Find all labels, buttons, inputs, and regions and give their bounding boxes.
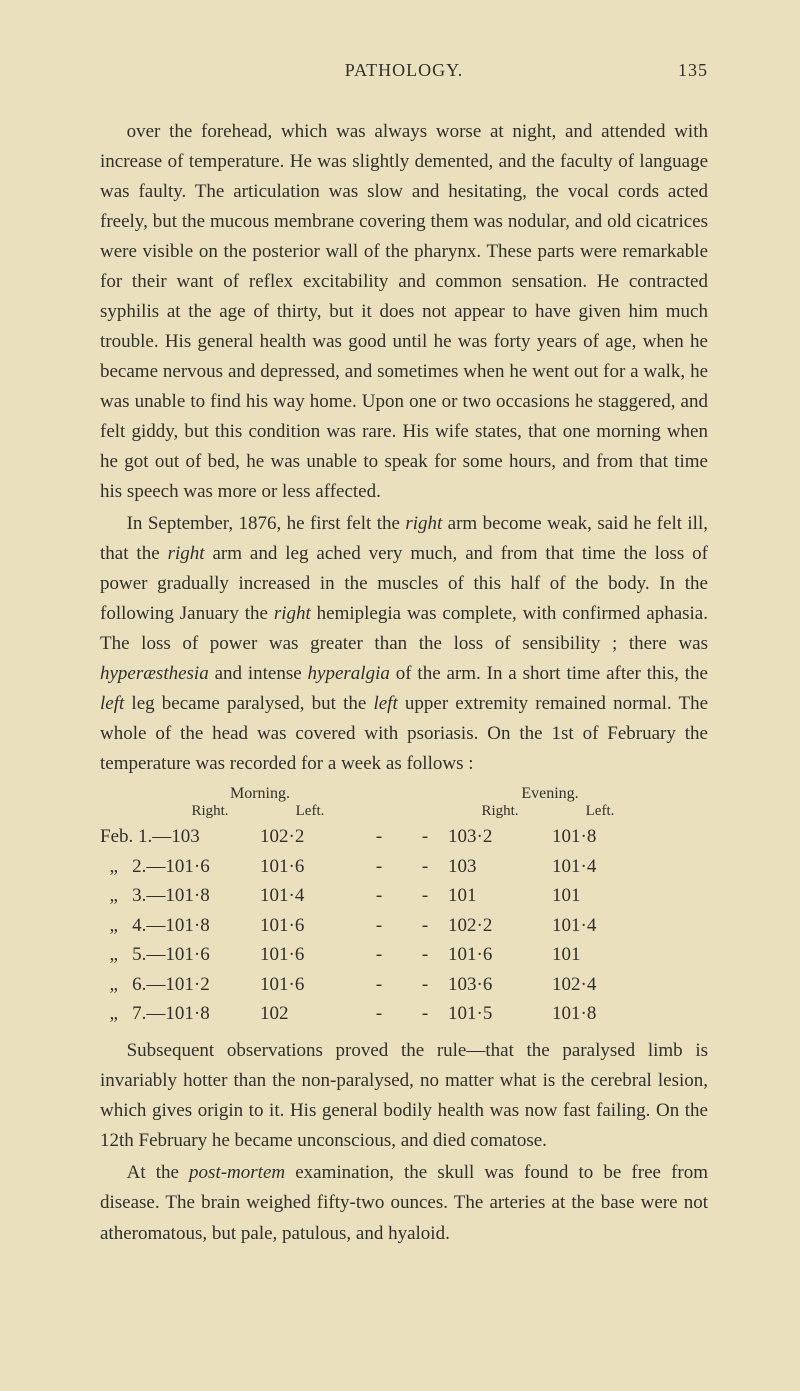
sub-gap xyxy=(360,803,450,820)
p2-seg-i: and intense xyxy=(209,663,308,684)
row-dash: - xyxy=(356,822,402,851)
row-dash: - xyxy=(356,970,402,999)
p2-italic-hyperalgia: hyperalgia xyxy=(308,663,390,684)
row-dash: - xyxy=(402,911,448,940)
row-m-left: 101·6 xyxy=(260,852,356,881)
row-dash: - xyxy=(402,852,448,881)
row-e-right: 103 xyxy=(448,852,552,881)
row-e-left: 101·4 xyxy=(552,911,642,940)
p4-italic-postmortem: post-mortem xyxy=(189,1162,285,1183)
paragraph-3: Subsequent observations proved the rule—… xyxy=(100,1036,708,1156)
paragraph-2: In September, 1876, he first felt the ri… xyxy=(100,509,708,779)
row-e-right: 102·2 xyxy=(448,911,552,940)
row-label: „ 3.—101·8 xyxy=(100,881,260,910)
p2-italic-left-2: left xyxy=(373,693,397,714)
p2-seg-k: of the arm. In a short time after this, … xyxy=(390,663,708,684)
page-number: 135 xyxy=(658,60,708,81)
paragraph-4: At the post-mortem examination, the skul… xyxy=(100,1158,708,1248)
row-e-right: 103·2 xyxy=(448,822,552,851)
sub-morning-left: Left. xyxy=(260,803,360,820)
row-label: „ 7.—101·8 xyxy=(100,999,260,1028)
row-e-left: 101 xyxy=(552,940,642,969)
row-label: „ 6.—101·2 xyxy=(100,970,260,999)
table-row: Feb. 1.—103 102·2 - - 103·2 101·8 xyxy=(100,822,708,851)
paragraph-1: over the forehead, which was always wors… xyxy=(100,117,708,507)
p4-seg-a: At the xyxy=(127,1162,189,1183)
row-dash: - xyxy=(402,881,448,910)
header-spacer xyxy=(100,60,150,81)
p2-italic-hyperaesthesia: hyperæsthesia xyxy=(100,663,209,684)
header-title: PATHOLOGY. xyxy=(150,60,658,81)
row-dash: - xyxy=(402,999,448,1028)
row-dash: - xyxy=(356,852,402,881)
table-sub-header: Right. Left. Right. Left. xyxy=(160,803,708,820)
p2-italic-left-1: left xyxy=(100,693,124,714)
row-label: „ 4.—101·8 xyxy=(100,911,260,940)
group-morning: Morning. xyxy=(160,785,360,803)
row-e-left: 101·8 xyxy=(552,822,642,851)
row-m-left: 101·6 xyxy=(260,940,356,969)
table-row: „ 2.—101·6 101·6 - - 103 101·4 xyxy=(100,852,708,881)
table-row: „ 4.—101·8 101·6 - - 102·2 101·4 xyxy=(100,911,708,940)
group-gap xyxy=(360,785,450,803)
row-dash: - xyxy=(402,822,448,851)
row-e-left: 101·8 xyxy=(552,999,642,1028)
page: PATHOLOGY. 135 over the forehead, which … xyxy=(0,0,800,1391)
p2-italic-right-3: right xyxy=(274,603,311,624)
row-dash: - xyxy=(402,940,448,969)
row-label: „ 2.—101·6 xyxy=(100,852,260,881)
table-group-header: Morning. Evening. xyxy=(160,785,708,803)
row-e-left: 101·4 xyxy=(552,852,642,881)
p2-seg-m: leg became paralysed, but the xyxy=(124,693,373,714)
table-row: „ 7.—101·8 102 - - 101·5 101·8 xyxy=(100,999,708,1028)
running-header: PATHOLOGY. 135 xyxy=(100,60,708,81)
sub-morning-right: Right. xyxy=(160,803,260,820)
temperature-table: Morning. Evening. Right. Left. Right. Le… xyxy=(100,785,708,1028)
row-m-left: 102·2 xyxy=(260,822,356,851)
sub-evening-right: Right. xyxy=(450,803,550,820)
p2-italic-right-1: right xyxy=(405,513,442,534)
row-e-left: 102·4 xyxy=(552,970,642,999)
row-dash: - xyxy=(356,881,402,910)
row-dash: - xyxy=(356,940,402,969)
row-label: „ 5.—101·6 xyxy=(100,940,260,969)
row-e-left: 101 xyxy=(552,881,642,910)
row-e-right: 101·5 xyxy=(448,999,552,1028)
row-label: Feb. 1.—103 xyxy=(100,822,260,851)
row-e-right: 103·6 xyxy=(448,970,552,999)
sub-evening-left: Left. xyxy=(550,803,650,820)
row-e-right: 101 xyxy=(448,881,552,910)
p2-italic-right-2: right xyxy=(168,543,205,564)
row-dash: - xyxy=(356,999,402,1028)
row-e-right: 101·6 xyxy=(448,940,552,969)
row-m-left: 102 xyxy=(260,999,356,1028)
row-m-left: 101·6 xyxy=(260,970,356,999)
table-row: „ 6.—101·2 101·6 - - 103·6 102·4 xyxy=(100,970,708,999)
group-evening: Evening. xyxy=(450,785,650,803)
row-dash: - xyxy=(402,970,448,999)
table-row: „ 3.—101·8 101·4 - - 101 101 xyxy=(100,881,708,910)
p2-seg-a: In September, 1876, he first felt the xyxy=(127,513,406,534)
row-m-left: 101·6 xyxy=(260,911,356,940)
row-m-left: 101·4 xyxy=(260,881,356,910)
row-dash: - xyxy=(356,911,402,940)
table-row: „ 5.—101·6 101·6 - - 101·6 101 xyxy=(100,940,708,969)
